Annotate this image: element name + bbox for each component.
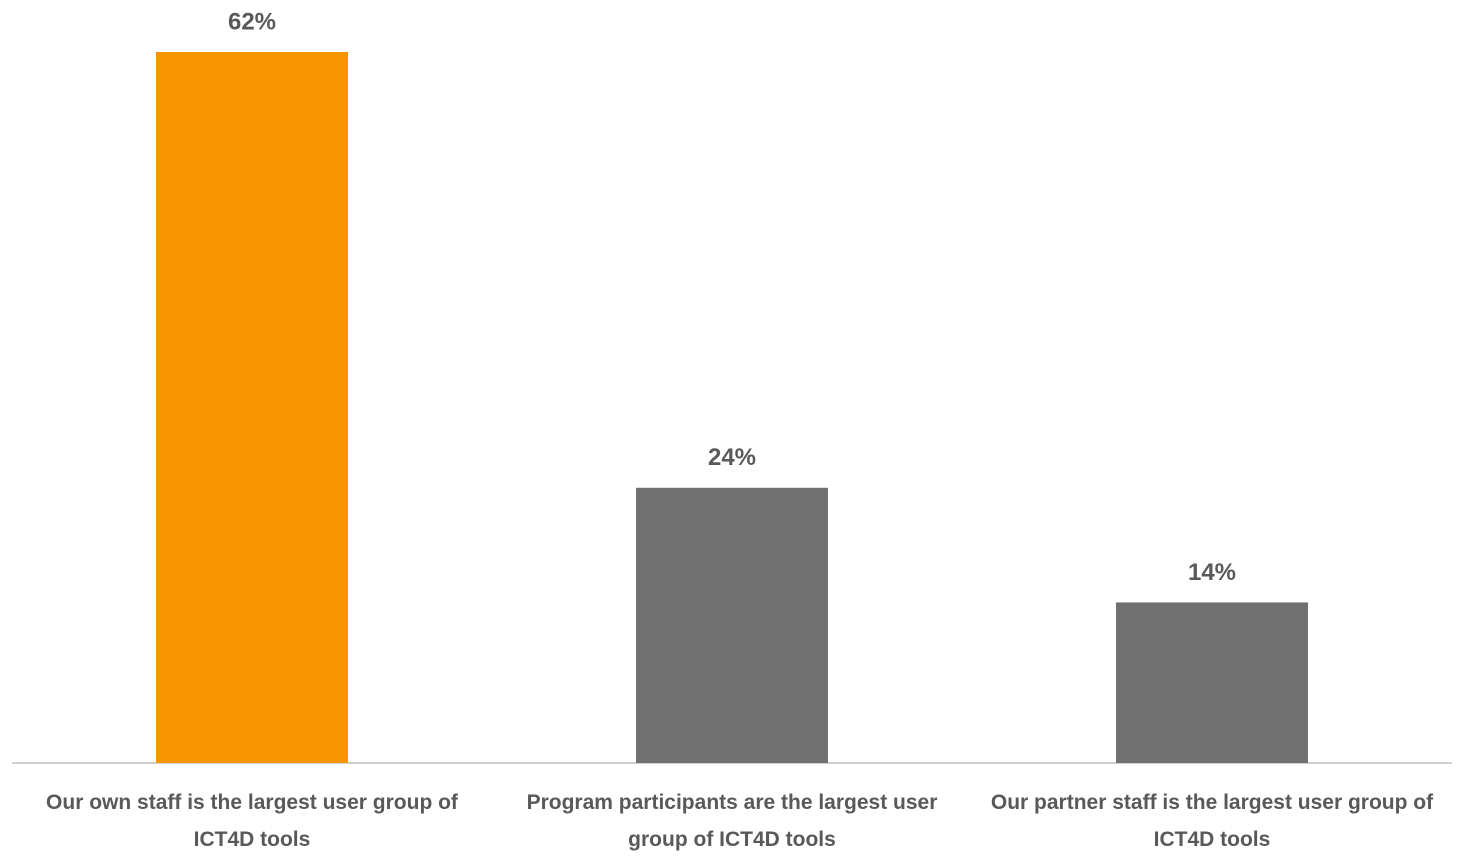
value-label: 24% — [708, 444, 756, 471]
value-label: 14% — [1188, 559, 1236, 586]
x-tick-label: Program participants are the largest use… — [526, 791, 938, 851]
bar — [636, 487, 828, 763]
bar — [1116, 602, 1308, 763]
value-label: 62% — [228, 8, 276, 35]
bar — [156, 52, 348, 763]
x-tick-label: Our partner staff is the largest user gr… — [990, 791, 1434, 851]
x-tick-label: Our own staff is the largest user group … — [46, 791, 458, 851]
